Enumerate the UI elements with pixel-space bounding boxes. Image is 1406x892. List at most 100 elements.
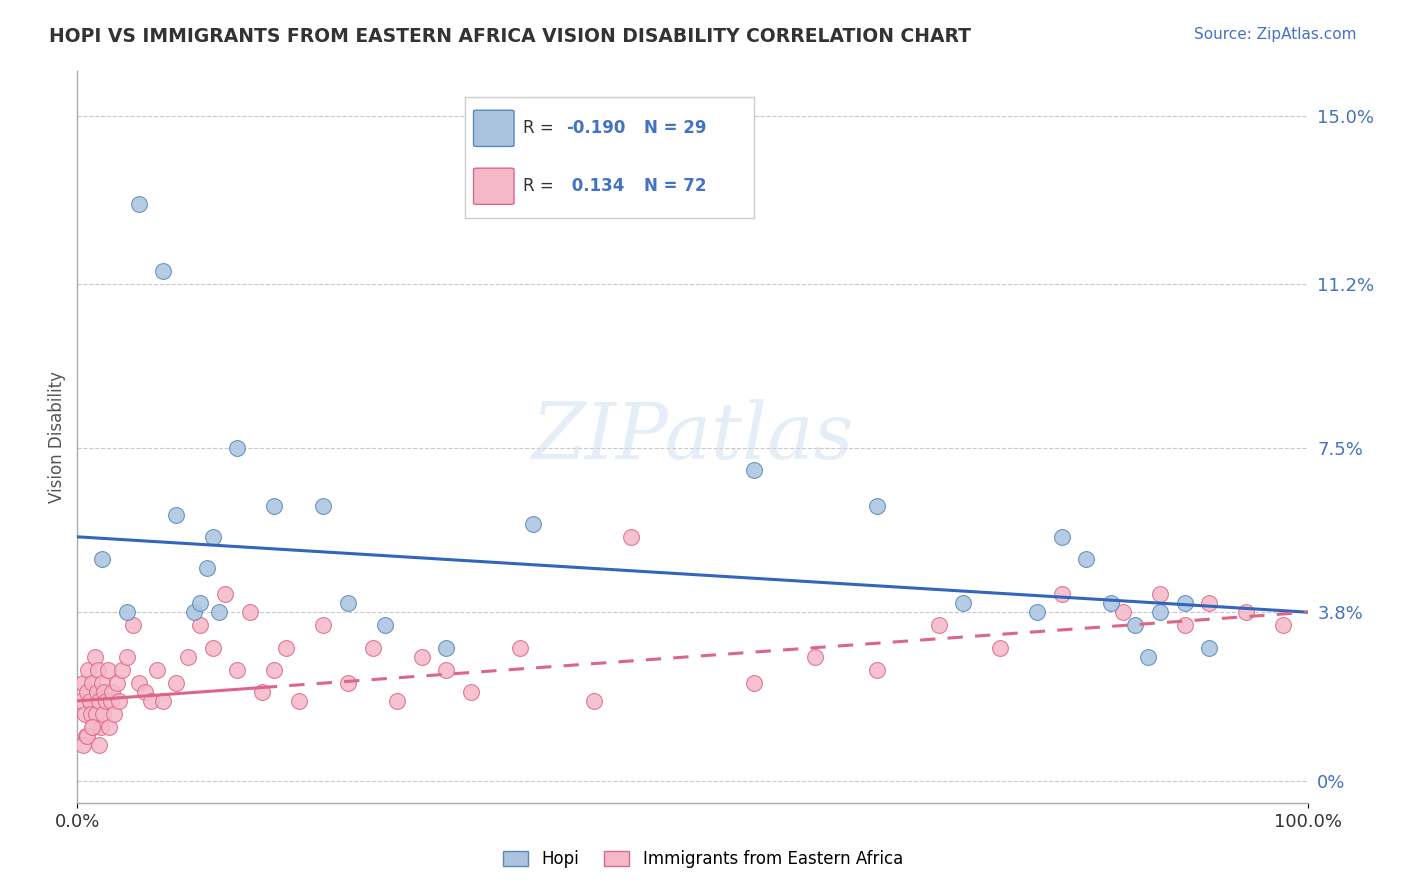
- Point: [866, 499, 889, 513]
- Point: [411, 649, 433, 664]
- Point: [77, 663, 100, 677]
- Point: [80, 707, 103, 722]
- Point: [928, 618, 950, 632]
- Point: [385, 694, 409, 708]
- Point: [115, 605, 138, 619]
- Point: [276, 640, 298, 655]
- Point: [1198, 640, 1220, 655]
- Point: [239, 605, 262, 619]
- Point: [250, 685, 273, 699]
- Point: [1174, 596, 1197, 610]
- Point: [1050, 587, 1073, 601]
- Point: [121, 618, 143, 632]
- Point: [183, 605, 205, 619]
- Point: [226, 663, 249, 677]
- Point: [177, 649, 200, 664]
- Point: [108, 694, 131, 708]
- Point: [84, 707, 107, 722]
- Point: [337, 676, 360, 690]
- Point: [263, 499, 285, 513]
- Point: [89, 694, 111, 708]
- Point: [201, 640, 224, 655]
- Point: [1174, 618, 1197, 632]
- Point: [70, 694, 93, 708]
- Point: [103, 707, 125, 722]
- Point: [111, 663, 132, 677]
- Point: [312, 499, 335, 513]
- Point: [436, 640, 458, 655]
- Point: [134, 685, 156, 699]
- Text: ZIPatlas: ZIPatlas: [531, 399, 853, 475]
- Point: [804, 649, 827, 664]
- Point: [72, 738, 94, 752]
- Point: [141, 694, 163, 708]
- Point: [263, 663, 285, 677]
- Point: [90, 676, 114, 690]
- Point: [79, 694, 101, 708]
- Point: [90, 721, 112, 735]
- Point: [952, 596, 974, 610]
- Point: [1112, 605, 1135, 619]
- Point: [742, 676, 765, 690]
- Point: [620, 530, 643, 544]
- Point: [1198, 596, 1220, 610]
- Point: [115, 649, 138, 664]
- Point: [1149, 587, 1171, 601]
- Point: [105, 676, 128, 690]
- Point: [82, 676, 104, 690]
- Point: [1125, 618, 1147, 632]
- Point: [1234, 605, 1257, 619]
- Point: [374, 618, 396, 632]
- Point: [436, 663, 458, 677]
- Text: Source: ZipAtlas.com: Source: ZipAtlas.com: [1194, 27, 1357, 42]
- Point: [1026, 605, 1049, 619]
- Point: [742, 463, 765, 477]
- Point: [1099, 596, 1122, 610]
- Point: [1050, 530, 1073, 544]
- Point: [83, 649, 105, 664]
- Point: [128, 676, 150, 690]
- Point: [866, 663, 889, 677]
- Point: [188, 618, 212, 632]
- Point: [152, 264, 174, 278]
- Point: [89, 738, 111, 752]
- Point: [97, 663, 120, 677]
- Point: [165, 676, 187, 690]
- Point: [460, 685, 482, 699]
- Point: [94, 694, 117, 708]
- Point: [76, 685, 98, 699]
- Point: [312, 618, 335, 632]
- Point: [93, 685, 115, 699]
- Y-axis label: Vision Disability: Vision Disability: [48, 371, 66, 503]
- Point: [1076, 552, 1098, 566]
- Point: [152, 694, 174, 708]
- Point: [91, 707, 114, 722]
- Point: [87, 663, 110, 677]
- Point: [361, 640, 384, 655]
- Point: [188, 596, 212, 610]
- Point: [82, 721, 104, 735]
- Point: [100, 694, 122, 708]
- Point: [76, 729, 98, 743]
- Point: [128, 197, 150, 211]
- Point: [1272, 618, 1295, 632]
- Point: [165, 508, 187, 522]
- Point: [73, 707, 96, 722]
- Point: [146, 663, 169, 677]
- Point: [90, 552, 114, 566]
- Point: [86, 685, 108, 699]
- Point: [72, 676, 94, 690]
- Point: [288, 694, 311, 708]
- Point: [988, 640, 1011, 655]
- Point: [226, 441, 249, 455]
- Point: [522, 516, 544, 531]
- Point: [509, 640, 531, 655]
- Point: [337, 596, 360, 610]
- Legend: Hopi, Immigrants from Eastern Africa: Hopi, Immigrants from Eastern Africa: [496, 844, 910, 875]
- Point: [1136, 649, 1159, 664]
- Text: HOPI VS IMMIGRANTS FROM EASTERN AFRICA VISION DISABILITY CORRELATION CHART: HOPI VS IMMIGRANTS FROM EASTERN AFRICA V…: [49, 27, 972, 45]
- Point: [583, 694, 606, 708]
- Point: [82, 721, 104, 735]
- Point: [201, 530, 224, 544]
- Point: [208, 605, 231, 619]
